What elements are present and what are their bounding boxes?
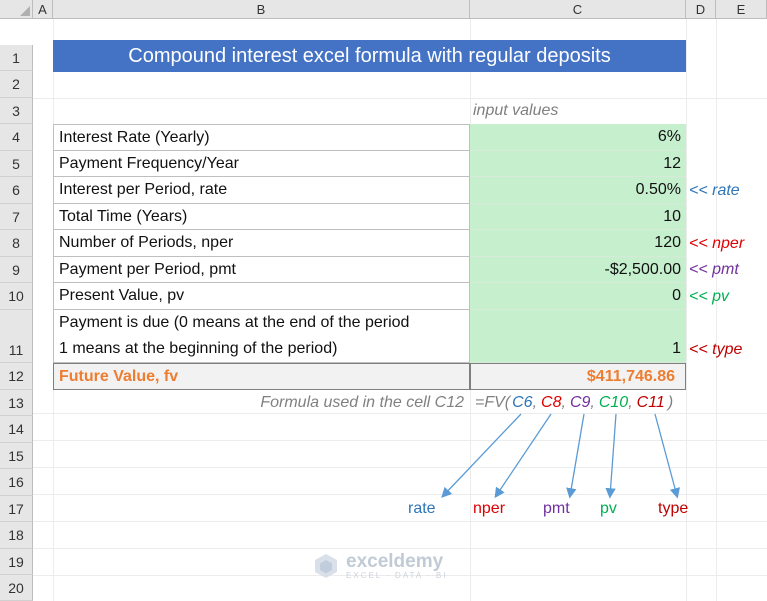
formula-caption[interactable]: Formula used in the cell C12 — [260, 394, 464, 411]
watermark-tagline: EXCEL · DATA · BI — [346, 570, 448, 580]
label-interest-per-period[interactable]: Interest per Period, rate — [53, 177, 470, 204]
arrow-nper — [494, 413, 552, 499]
formula-sep: , — [561, 394, 566, 411]
column-header-b[interactable]: B — [53, 0, 470, 19]
row-header-5[interactable]: 5 — [0, 151, 33, 177]
row-header-1[interactable]: 1 — [0, 45, 33, 71]
column-header-c[interactable]: C — [470, 0, 686, 19]
column-header-a[interactable]: A — [33, 0, 53, 19]
label-total-time[interactable]: Total Time (Years) — [53, 204, 470, 230]
formula-prefix: =FV( — [475, 394, 511, 411]
value-payment-type[interactable]: 1 — [470, 310, 686, 363]
value-payment-per-period[interactable]: -$2,500.00 — [470, 257, 686, 283]
arrow-pv — [605, 413, 617, 499]
select-all-corner[interactable] — [0, 0, 33, 19]
label-payment-frequency[interactable]: Payment Frequency/Year — [53, 151, 470, 177]
arrow-type — [654, 413, 681, 499]
value-total-time[interactable]: 10 — [470, 204, 686, 230]
value-payment-frequency[interactable]: 12 — [470, 151, 686, 177]
watermark: exceldemy EXCEL · DATA · BI — [312, 552, 447, 580]
gridline — [716, 19, 717, 601]
row-header-10[interactable]: 10 — [0, 283, 33, 310]
formula-sep: , — [628, 394, 633, 411]
gridline — [33, 521, 767, 522]
note-pmt[interactable]: << pmt — [689, 261, 739, 278]
column-header-d[interactable]: D — [686, 0, 716, 19]
watermark-text: exceldemy EXCEL · DATA · BI — [346, 550, 448, 580]
arrow-pmt — [566, 413, 585, 499]
sheet-title[interactable]: Compound interest excel formula with reg… — [53, 40, 686, 72]
note-pv[interactable]: << pv — [689, 287, 730, 305]
gridline — [33, 494, 767, 495]
value-interest-per-period[interactable]: 0.50% — [470, 177, 686, 204]
gridline — [33, 575, 767, 576]
gridline — [33, 548, 767, 549]
gridline — [33, 467, 767, 468]
note-nper[interactable]: << nper — [689, 234, 745, 252]
row-header-8[interactable]: 8 — [0, 230, 33, 257]
note-type[interactable]: << type — [689, 340, 743, 358]
formula-arg-nper: C8 — [541, 394, 562, 411]
row-header-14[interactable]: 14 — [0, 416, 33, 443]
value-interest-rate[interactable]: 6% — [470, 124, 686, 151]
row-header-3[interactable]: 3 — [0, 98, 33, 124]
row-header-4[interactable]: 4 — [0, 124, 33, 151]
value-present-value[interactable]: 0 — [470, 283, 686, 310]
formula-sep: , — [590, 394, 595, 411]
formula-suffix: ) — [667, 394, 674, 411]
label-number-of-periods[interactable]: Number of Periods, nper — [53, 230, 470, 257]
label-payment-due-line2: 1 means at the beginning of the period) — [59, 340, 338, 357]
row-header-16[interactable]: 16 — [0, 469, 33, 496]
row-header-17[interactable]: 17 — [0, 496, 33, 522]
row-header-18[interactable]: 18 — [0, 522, 33, 549]
row-header-15[interactable]: 15 — [0, 443, 33, 469]
row-header-6[interactable]: 6 — [0, 177, 33, 204]
legend-rate[interactable]: rate — [408, 500, 436, 517]
input-values-header[interactable]: input values — [473, 102, 559, 119]
formula-arg-pmt: C9 — [569, 394, 591, 411]
row-header-7[interactable]: 7 — [0, 204, 33, 230]
gridline — [33, 440, 767, 441]
legend-pv[interactable]: pv — [600, 500, 617, 517]
legend-nper[interactable]: nper — [473, 500, 506, 517]
value-number-of-periods[interactable]: 120 — [470, 230, 686, 257]
gridline — [33, 413, 767, 414]
row-header-13[interactable]: 13 — [0, 390, 33, 416]
row-header-12[interactable]: 12 — [0, 363, 33, 390]
formula-arg-pv: C10 — [598, 394, 629, 411]
label-future-value[interactable]: Future Value, fv — [53, 363, 470, 390]
label-payment-due[interactable]: Payment is due (0 means at the end of th… — [53, 310, 470, 363]
gridline — [33, 98, 767, 99]
row-header-19[interactable]: 19 — [0, 549, 33, 575]
watermark-name: exceldemy — [346, 550, 444, 572]
label-interest-rate[interactable]: Interest Rate (Yearly) — [53, 124, 470, 151]
note-rate[interactable]: << rate — [689, 181, 740, 199]
gridline — [686, 19, 687, 601]
row-header-9[interactable]: 9 — [0, 257, 33, 283]
legend-pmt[interactable]: pmt — [543, 500, 570, 517]
legend-type[interactable]: type — [658, 500, 689, 517]
label-payment-per-period[interactable]: Payment per Period, pmt — [53, 257, 470, 283]
label-present-value[interactable]: Present Value, pv — [53, 283, 470, 310]
label-payment-due-line1: Payment is due (0 means at the end of th… — [59, 314, 410, 331]
arrow-rate — [441, 413, 522, 498]
row-header-20[interactable]: 20 — [0, 575, 33, 601]
formula-sep: , — [532, 394, 538, 411]
row-header-2[interactable]: 2 — [0, 71, 33, 98]
row-header-11[interactable]: 11 — [0, 310, 33, 363]
formula-text[interactable]: =FV( C6 , C8 , C9 , C10 , C11 ) — [470, 390, 710, 416]
value-future-value[interactable]: $411,746.86 — [470, 363, 686, 390]
formula-arg-rate: C6 — [512, 394, 533, 411]
exceldemy-logo-icon — [315, 554, 337, 578]
formula-arg-type: C11 — [636, 394, 665, 411]
